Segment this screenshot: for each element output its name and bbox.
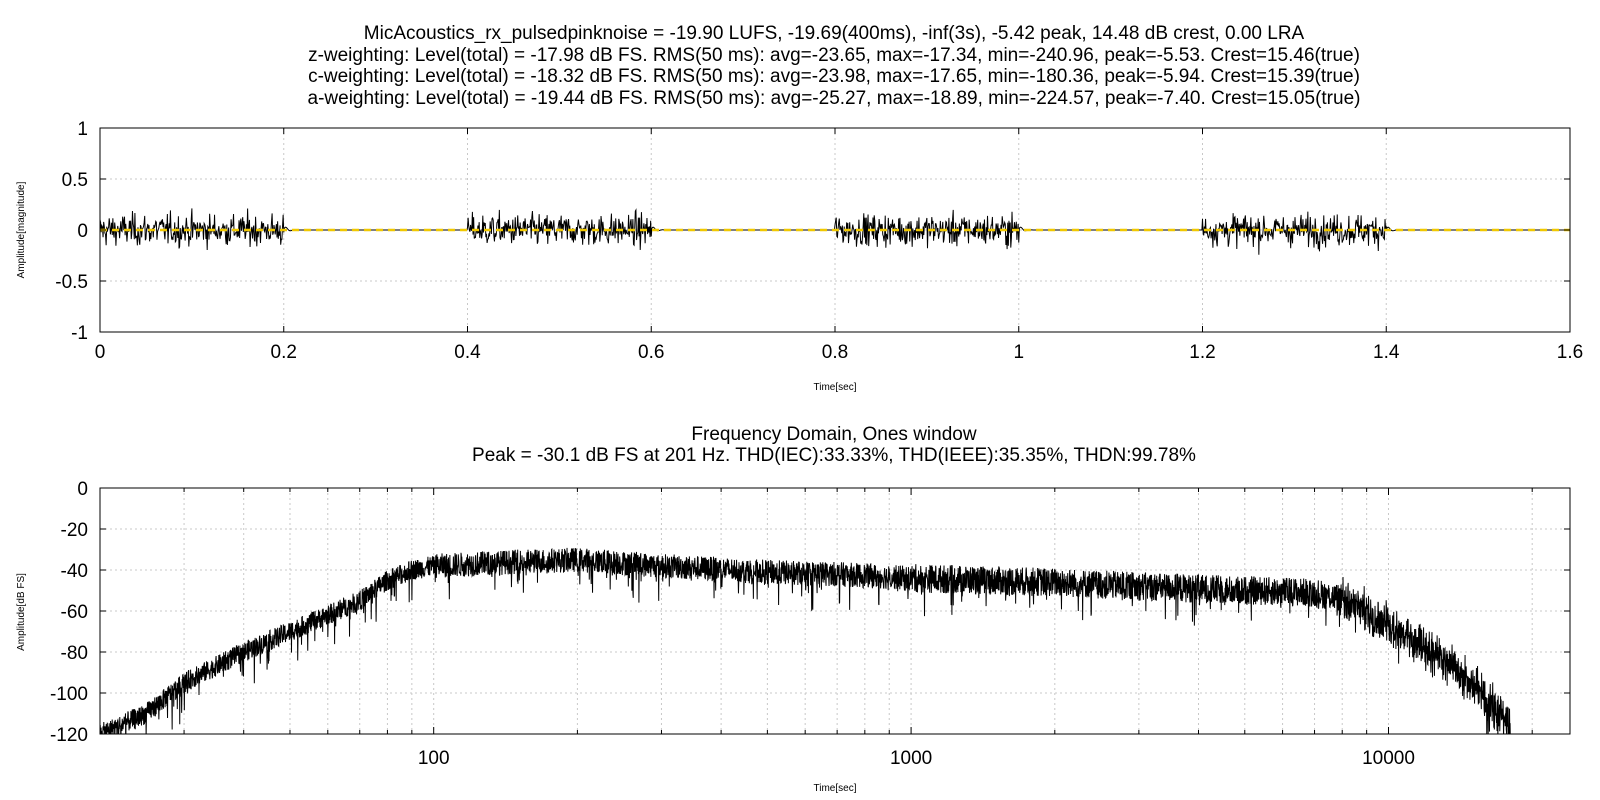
time-xtick-label: 0.6	[638, 342, 664, 363]
time-domain-chart: MicAcoustics_rx_pulsedpinknoise = -19.90…	[16, 23, 1583, 393]
freq-ytick-label: 0	[77, 479, 88, 500]
freq-ytick-label: -120	[50, 725, 88, 746]
time-xlabel: Time[sec]	[814, 382, 857, 393]
freq-plot-area	[100, 547, 1511, 734]
time-title-line-2: z-weighting: Level(total) = -17.98 dB FS…	[308, 45, 1360, 66]
freq-xtick-label: 100	[418, 748, 450, 769]
time-xtick-label: 1	[1013, 342, 1024, 363]
time-ytick-label: 1	[77, 119, 88, 140]
freq-ytick-label: -80	[61, 643, 88, 664]
time-xtick-label: 1.6	[1557, 342, 1583, 363]
time-ytick-label: 0.5	[62, 170, 88, 191]
freq-xtick-label: 10000	[1362, 748, 1415, 769]
time-plot-area	[99, 208, 1570, 255]
time-ytick-label: 0	[77, 221, 88, 242]
freq-title-line-1: Frequency Domain, Ones window	[691, 424, 976, 445]
freq-ytick-label: -20	[61, 520, 88, 541]
time-xtick-label: 0	[95, 342, 106, 363]
time-title-line-1: MicAcoustics_rx_pulsedpinknoise = -19.90…	[364, 23, 1305, 44]
freq-xtick-label: 1000	[890, 748, 932, 769]
time-xtick-label: 0.2	[271, 342, 297, 363]
freq-title-line-2: Peak = -30.1 dB FS at 201 Hz. THD(IEC):3…	[472, 445, 1196, 466]
time-xtick-label: 1.4	[1373, 342, 1400, 363]
freq-xlabel: Time[sec]	[814, 783, 857, 794]
time-title-line-3: c-weighting: Level(total) = -18.32 dB FS…	[308, 66, 1360, 87]
time-ylabel: Amplitude[magnitude]	[16, 181, 27, 278]
spectrum-line	[100, 547, 1511, 734]
freq-ytick-label: -60	[61, 602, 88, 623]
time-ytick-label: -0.5	[55, 272, 88, 293]
freq-ytick-label: -100	[50, 684, 88, 705]
frequency-domain-chart: Frequency Domain, Ones window Peak = -30…	[16, 424, 1571, 794]
freq-ytick-label: -40	[61, 561, 88, 582]
time-ticks: 0 0.2 0.4 0.6 0.8 1 1.2 1.4 1.6 1 0.5 0 -0.5 -1	[55, 119, 1583, 363]
time-xtick-label: 0.4	[454, 342, 481, 363]
freq-ticks: 100 1000 10000 0 -20 -40 -60 -80 -100 -120	[50, 479, 1570, 769]
waveform-line	[99, 208, 1570, 255]
time-title-line-4: a-weighting: Level(total) = -19.44 dB FS…	[308, 88, 1361, 109]
time-xtick-label: 0.8	[822, 342, 848, 363]
time-xtick-label: 1.2	[1189, 342, 1215, 363]
freq-ylabel: Amplitude[dB FS]	[16, 573, 27, 651]
time-ytick-label: -1	[71, 323, 88, 344]
